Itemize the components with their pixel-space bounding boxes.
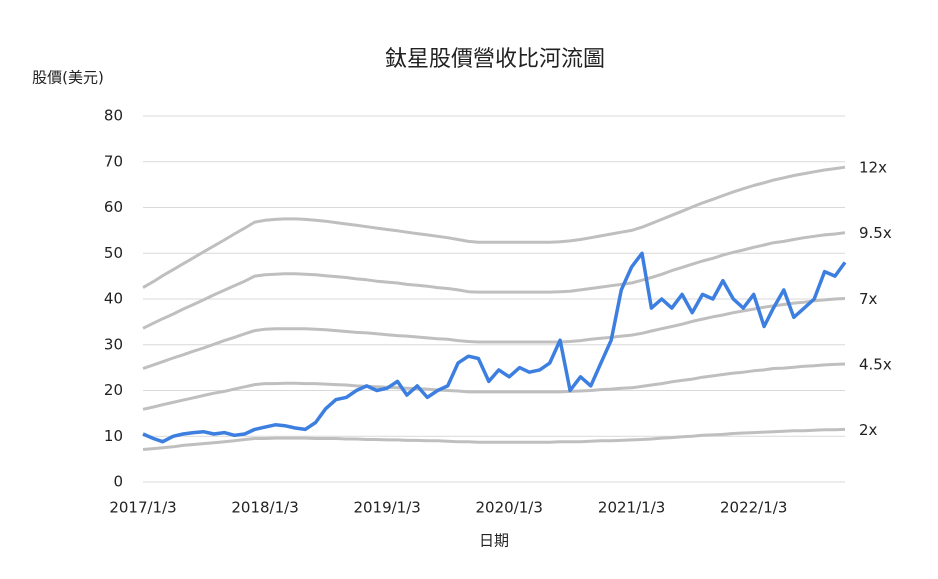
x-tick-label: 2020/1/3 [476,499,543,517]
series-line [142,231,846,330]
series-label: 7x [859,290,878,308]
x-tick-label: 2017/1/3 [109,499,176,517]
x-tick-label: 2019/1/3 [353,499,420,517]
y-tick-label: 50 [104,244,123,262]
series-label: 4.5x [859,355,892,373]
y-axis-label: 股價(美元) [32,69,104,87]
y-tick-label: 70 [104,152,123,170]
series-line [142,165,846,289]
y-tick-label: 30 [104,335,123,353]
x-tick-label: 2018/1/3 [231,499,298,517]
chart-title: 鈦星股價營收比河流圖 [385,47,605,72]
y-tick-label: 40 [104,290,123,308]
series-line [142,297,846,370]
x-tick-label: 2022/1/3 [720,499,787,517]
series-line [142,427,846,451]
y-tick-label: 60 [104,198,123,216]
series-line [142,362,846,411]
series-label: 2x [859,421,878,439]
y-tick-label: 20 [104,381,123,399]
x-axis-label: 日期 [479,532,509,550]
x-tick-label: 2021/1/3 [598,499,665,517]
y-tick-label: 80 [104,107,123,125]
series-line [142,251,847,444]
y-tick-label: 10 [104,427,123,445]
y-tick-label: 0 [113,473,123,491]
series-label: 12x [859,159,887,177]
series-label: 9.5x [859,224,892,242]
